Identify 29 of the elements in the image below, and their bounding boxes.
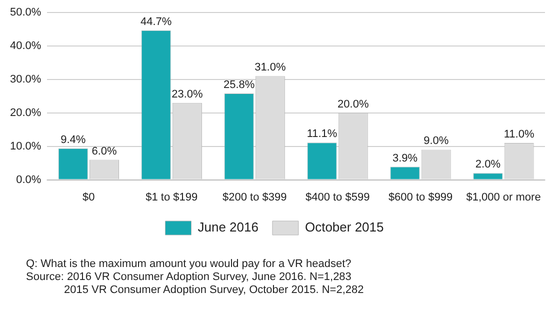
- data-label: 9.0%: [424, 135, 449, 148]
- y-tick-label: 50.0%: [10, 6, 42, 19]
- data-label: 3.9%: [392, 152, 418, 164]
- y-tick-label: 30.0%: [10, 74, 42, 86]
- x-tick-label: $400 to $599: [305, 191, 370, 204]
- data-label: 6.0%: [92, 145, 117, 158]
- x-tick-label: $1,000 or more: [466, 191, 541, 204]
- legend-label: October 2015: [304, 220, 384, 235]
- data-label: 23.0%: [172, 88, 204, 100]
- data-label: 20.0%: [338, 98, 369, 110]
- data-label: 31.0%: [254, 62, 286, 74]
- text: 2015 VR Consumer Adoption Survey, October 2015. N=2,282: [63, 284, 364, 297]
- y-tick-label: 10.0%: [10, 140, 42, 152]
- data-label: 2.0%: [475, 158, 501, 171]
- x-tick-label: $0: [82, 191, 95, 204]
- legend-label: June 2016: [198, 220, 258, 235]
- y-tick-label: 40.0%: [10, 40, 42, 52]
- x-tick-label: $1 to $199: [146, 191, 198, 204]
- y-tick-label: 0.0%: [16, 174, 42, 186]
- data-label: 11.0%: [504, 128, 534, 141]
- x-tick-label: $600 to $999: [388, 191, 453, 204]
- data-label: 11.1%: [306, 128, 338, 140]
- text: Q: What is the maximum amount you would pay for a VR headset?: [26, 258, 352, 271]
- source-note: Source: 2016 VR Consumer Adoption Survey, June 2016. N=1,283: [26, 271, 352, 284]
- x-tick-label: $200 to $399: [222, 191, 287, 204]
- data-label: 25.8%: [223, 79, 255, 92]
- data-label: 9.4%: [60, 134, 86, 146]
- y-tick-label: 20.0%: [10, 106, 42, 119]
- data-label: 44.7%: [140, 16, 172, 28]
